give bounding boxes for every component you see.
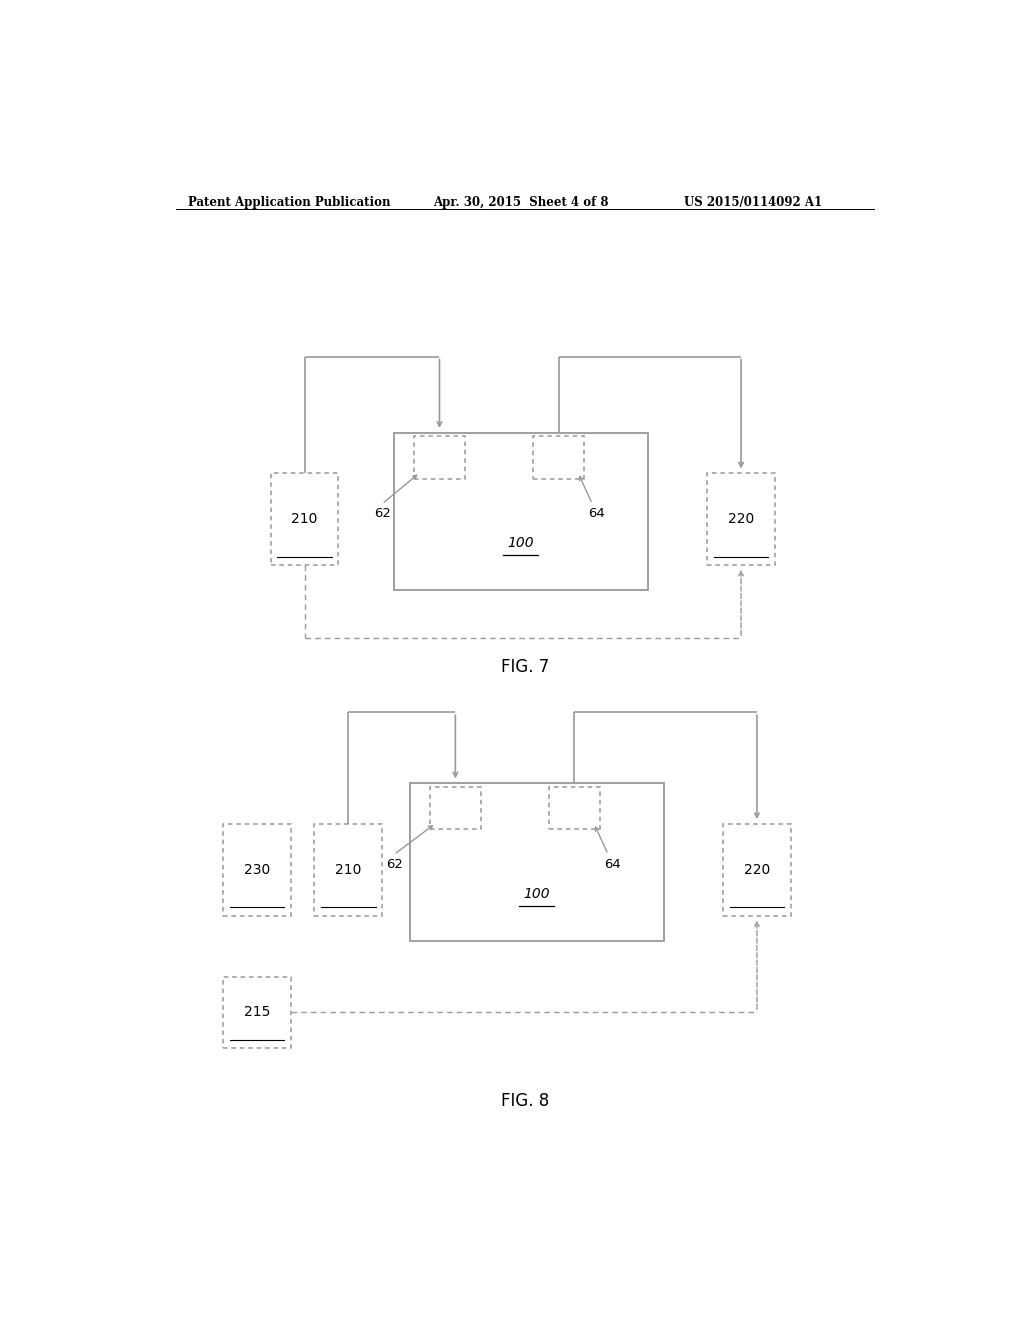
Text: 100: 100 — [508, 536, 535, 550]
Text: 64: 64 — [604, 858, 621, 871]
Text: 210: 210 — [335, 863, 361, 876]
Text: US 2015/0114092 A1: US 2015/0114092 A1 — [684, 195, 821, 209]
Text: 220: 220 — [728, 512, 755, 527]
Bar — [270, 474, 338, 565]
Text: FIG. 7: FIG. 7 — [501, 657, 549, 676]
Text: 64: 64 — [588, 507, 605, 520]
Bar — [223, 824, 291, 916]
Bar — [223, 977, 291, 1048]
Bar — [708, 474, 775, 565]
Bar — [723, 824, 791, 916]
Text: 62: 62 — [374, 507, 391, 520]
Text: 210: 210 — [292, 512, 317, 527]
Bar — [414, 436, 465, 479]
Bar — [549, 787, 600, 829]
Text: 230: 230 — [244, 863, 270, 876]
Bar — [410, 784, 664, 941]
Text: Apr. 30, 2015  Sheet 4 of 8: Apr. 30, 2015 Sheet 4 of 8 — [433, 195, 609, 209]
Text: Patent Application Publication: Patent Application Publication — [187, 195, 390, 209]
Text: 100: 100 — [523, 887, 550, 900]
Bar — [532, 436, 585, 479]
Bar — [394, 433, 648, 590]
Text: 62: 62 — [386, 858, 402, 871]
Text: FIG. 8: FIG. 8 — [501, 1092, 549, 1110]
Text: 220: 220 — [743, 863, 770, 876]
Text: 215: 215 — [244, 1005, 270, 1019]
Bar — [430, 787, 481, 829]
Bar — [314, 824, 382, 916]
